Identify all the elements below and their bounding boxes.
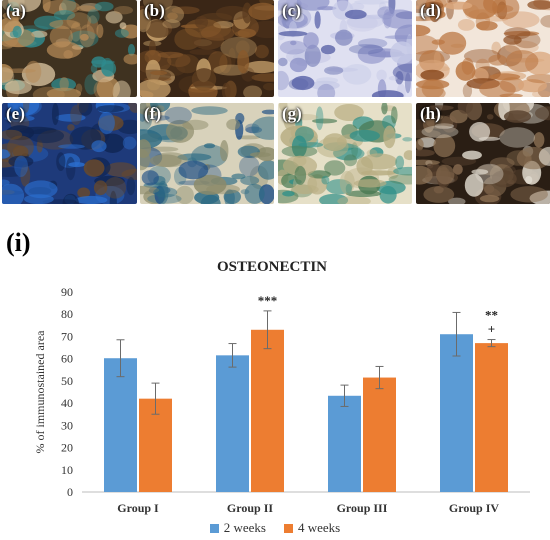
micrograph-image xyxy=(278,0,412,97)
legend-label: 2 weeks xyxy=(223,520,266,535)
panel-label: (d) xyxy=(420,1,441,20)
significance-marker: *** xyxy=(258,293,278,308)
y-tick-label: 30 xyxy=(61,418,73,432)
micrograph-image xyxy=(140,103,274,204)
panel-label: (e) xyxy=(6,104,25,123)
y-tick-label: 70 xyxy=(61,329,73,343)
micrograph-panel: (a) xyxy=(2,0,137,97)
chart-title: OSTEONECTIN xyxy=(217,259,327,275)
bar xyxy=(216,355,249,492)
significance-marker: + xyxy=(488,322,495,337)
micrograph-panel: (b) xyxy=(140,0,274,97)
micrograph-panel: (f) xyxy=(140,103,274,204)
legend-swatch xyxy=(209,523,219,533)
x-tick-label: Group IV xyxy=(449,501,499,515)
bar xyxy=(440,334,473,492)
bar xyxy=(475,343,508,492)
y-tick-label: 20 xyxy=(61,441,73,455)
x-tick-label: Group III xyxy=(337,501,388,515)
y-tick-label: 40 xyxy=(61,396,73,410)
micrograph-image xyxy=(2,103,137,204)
legend-label: 4 weeks xyxy=(298,520,341,535)
panel-label: (b) xyxy=(144,1,165,20)
x-tick-label: Group I xyxy=(117,501,159,515)
y-tick-label: 0 xyxy=(67,485,73,499)
panel-label: (g) xyxy=(282,104,302,123)
legend-item: 2 weeks xyxy=(209,520,266,536)
y-tick-label: 90 xyxy=(61,285,73,299)
bar xyxy=(104,358,137,492)
chart-legend: 2 weeks 4 weeks xyxy=(0,520,550,537)
y-tick-label: 80 xyxy=(61,307,73,321)
micrograph-image xyxy=(416,0,550,97)
micrograph-panel: (c) xyxy=(278,0,412,97)
y-tick-label: 50 xyxy=(61,374,73,388)
micrograph-image xyxy=(416,103,550,204)
bar xyxy=(363,377,396,492)
micrograph-panel: (d) xyxy=(416,0,550,97)
y-axis-label: % of immunostained area xyxy=(33,330,47,454)
chart-panel-label: (i) xyxy=(6,228,31,257)
panel-label: (a) xyxy=(6,1,26,20)
panel-label: (c) xyxy=(282,1,301,20)
micrograph-image xyxy=(2,0,137,97)
bar xyxy=(328,395,361,492)
micrograph-image xyxy=(278,103,412,204)
micrograph-panel: (h) xyxy=(416,103,550,204)
micrograph-image xyxy=(140,0,274,97)
micrograph-panel: (g) xyxy=(278,103,412,204)
y-tick-label: 60 xyxy=(61,352,73,366)
bar xyxy=(251,329,284,492)
panel-label: (f) xyxy=(144,104,161,123)
legend-item: 4 weeks xyxy=(284,520,340,536)
x-tick-label: Group II xyxy=(227,501,273,515)
y-tick-label: 10 xyxy=(61,463,73,477)
legend-swatch xyxy=(284,523,293,533)
micrograph-panel: (e) xyxy=(2,103,137,204)
panel-label: (h) xyxy=(420,104,441,123)
osteonectin-bar-chart: OSTEONECTIN % of immunostained area 0 10 20 3… xyxy=(33,259,530,515)
significance-marker: ** xyxy=(485,308,498,323)
